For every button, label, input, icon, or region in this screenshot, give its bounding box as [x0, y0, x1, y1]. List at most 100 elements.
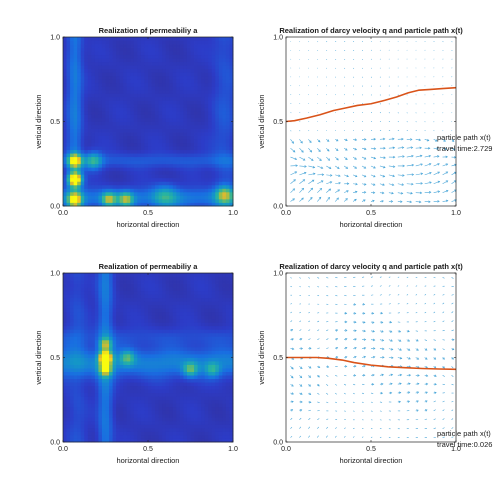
heatmap-cell — [116, 79, 121, 84]
heatmap-cell — [119, 368, 124, 372]
heatmap-cell — [84, 420, 89, 425]
heatmap-cell — [105, 110, 110, 115]
velocity-arrow-head — [302, 158, 306, 161]
heatmap-cell — [112, 65, 117, 70]
heatmap-cell — [169, 438, 174, 443]
heatmap-cell — [183, 276, 188, 281]
heatmap-cell — [151, 128, 156, 133]
heatmap-cell — [186, 160, 191, 165]
heatmap-cell — [98, 75, 103, 80]
heatmap-cell — [66, 191, 71, 196]
heatmap-cell — [162, 195, 167, 200]
heatmap-cell — [91, 283, 96, 288]
velocity-arrow-head — [337, 189, 341, 192]
heatmap-cell — [77, 125, 82, 129]
heatmap-cell — [66, 297, 71, 302]
heatmap-cell — [101, 103, 106, 108]
heatmap-cell — [186, 301, 191, 306]
heatmap-cell — [197, 202, 202, 207]
heatmap-cell — [133, 339, 138, 344]
heatmap-cell — [105, 420, 110, 425]
heatmap-cell — [137, 156, 142, 161]
heatmap-cell — [73, 125, 78, 129]
heatmap-cell — [186, 68, 191, 73]
heatmap-cell — [98, 427, 103, 432]
heatmap-cell — [158, 139, 163, 144]
heatmap-cell — [229, 181, 234, 186]
heatmap-cell — [222, 86, 227, 91]
heatmap-cell — [77, 378, 82, 383]
heatmap-cell — [116, 371, 121, 376]
velocity-arrow — [361, 147, 367, 150]
heatmap-cell — [91, 357, 96, 362]
velocity-arrow — [290, 130, 292, 132]
heatmap-cell — [119, 287, 124, 292]
heatmap-cell — [80, 396, 85, 401]
heatmap-cell — [119, 47, 124, 52]
heatmap-cell — [155, 198, 160, 203]
heatmap-cell — [169, 290, 174, 295]
heatmap-cell — [112, 368, 117, 372]
heatmap-cell — [112, 294, 117, 299]
heatmap-cell — [165, 167, 170, 172]
heatmap-cell — [109, 184, 113, 189]
velocity-arrow-head — [392, 155, 396, 159]
heatmap-cell — [116, 117, 121, 122]
heatmap-cell — [63, 170, 67, 175]
heatmap-cell — [84, 287, 89, 292]
heatmap-cell — [165, 431, 170, 436]
heatmap-cell — [176, 396, 181, 401]
heatmap-cell — [172, 283, 177, 288]
heatmap-cell — [126, 125, 131, 129]
heatmap-cell — [91, 181, 96, 186]
heatmap-cell — [66, 438, 71, 443]
heatmap-cell — [165, 54, 170, 59]
heatmap-cell — [73, 86, 78, 91]
heatmap-cell — [218, 156, 223, 161]
heatmap-cell — [112, 146, 117, 151]
heatmap-cell — [176, 65, 181, 70]
heatmap-cell — [101, 89, 106, 94]
heatmap-cell — [140, 139, 145, 144]
heatmap-cell — [172, 308, 177, 313]
heatmap-cell — [116, 332, 121, 337]
heatmap-cell — [183, 350, 188, 355]
heatmap-cell — [144, 438, 149, 443]
heatmap-cell — [169, 353, 174, 358]
heatmap-cell — [162, 89, 167, 94]
heatmap-cell — [148, 72, 152, 77]
heatmap-cell — [140, 89, 145, 94]
heatmap-cell — [137, 89, 142, 94]
heatmap-cell — [73, 357, 78, 362]
heatmap-cell — [194, 54, 198, 59]
heatmap-cell — [123, 117, 128, 122]
heatmap-cell — [126, 51, 131, 56]
heatmap-cell — [91, 325, 96, 330]
heatmap-cell — [84, 160, 89, 165]
heatmap-cell — [109, 343, 113, 348]
heatmap-cell — [98, 371, 103, 376]
heatmap-cell — [169, 280, 174, 284]
heatmap-cell — [204, 177, 209, 182]
heatmap-cell — [194, 160, 198, 165]
heatmap-cell — [133, 65, 138, 70]
heatmap-cell — [172, 357, 177, 362]
heatmap-cell — [204, 329, 209, 334]
heatmap-cell — [105, 198, 110, 203]
heatmap-cell — [201, 160, 206, 165]
heatmap-cell — [130, 149, 135, 154]
heatmap-cell — [94, 160, 99, 165]
heatmap-cell — [137, 100, 142, 105]
velocity-arrow — [415, 173, 423, 176]
heatmap-cell — [155, 276, 160, 281]
heatmap-cell — [204, 100, 209, 105]
heatmap-cell — [126, 110, 131, 115]
heatmap-cell — [186, 72, 191, 77]
heatmap-cell — [140, 167, 145, 172]
heatmap-cell — [109, 350, 113, 355]
heatmap-cell — [194, 167, 198, 172]
heatmap-cell — [112, 202, 117, 207]
heatmap-cell — [201, 364, 206, 369]
heatmap-cell — [225, 68, 230, 73]
heatmap-cell — [77, 368, 82, 372]
